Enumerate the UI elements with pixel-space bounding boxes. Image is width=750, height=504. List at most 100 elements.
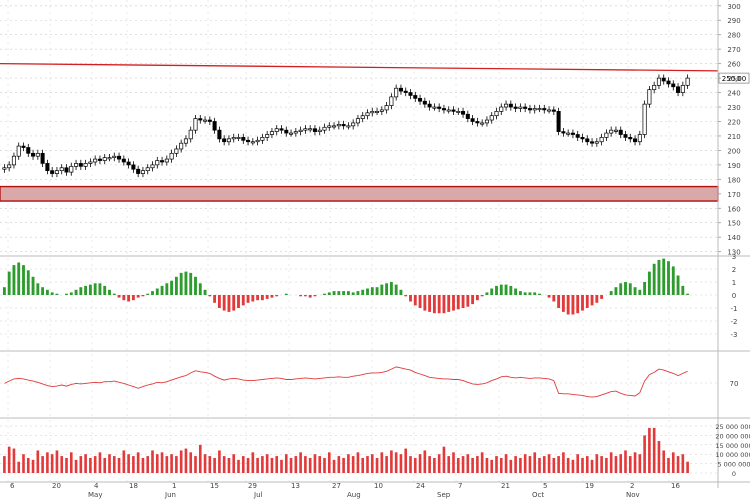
month-tick-label: Jun: [164, 491, 176, 499]
month-tick-label: Oct: [532, 491, 544, 499]
candle-body: [365, 112, 370, 117]
candle-body: [50, 170, 55, 174]
candle-body: [604, 132, 609, 138]
candle-body: [327, 125, 332, 128]
candle-body: [193, 118, 198, 131]
candle-body: [179, 142, 184, 150]
candle-body: [21, 145, 26, 148]
candle-body: [523, 106, 528, 109]
day-tick-label: 15: [210, 482, 219, 490]
price-tick-label: 270: [727, 46, 740, 54]
oscillator-tick-label: -3: [731, 331, 738, 339]
candle-body: [298, 129, 303, 132]
day-tick-label: 21: [501, 482, 510, 490]
price-tick-label: 280: [727, 32, 740, 40]
candle-body: [332, 125, 337, 128]
candle-body: [647, 89, 652, 105]
candle-body: [121, 158, 126, 163]
month-tick-label: Jul: [253, 491, 263, 499]
day-tick-label: 18: [129, 482, 138, 490]
candle-body: [570, 132, 575, 135]
candle-body: [556, 111, 561, 132]
candle-body: [317, 129, 322, 132]
oscillator-tick-label: 0: [732, 292, 736, 300]
candle-body: [475, 121, 480, 124]
candle-body: [174, 148, 179, 154]
candle-body: [504, 103, 509, 108]
candle-body: [255, 139, 260, 143]
price-tick-label: 140: [727, 234, 740, 242]
gridlines: [0, 0, 718, 482]
candle-body: [580, 137, 585, 140]
candle-body: [613, 129, 618, 132]
candle-body: [265, 134, 270, 138]
oscillator-tick-label: -1: [731, 305, 738, 313]
support-zone: [0, 185, 719, 202]
price-tick-label: 130: [727, 249, 740, 257]
day-tick-label: 16: [671, 482, 680, 490]
price-tick-label: 300: [727, 3, 740, 11]
candle-body: [527, 108, 532, 111]
candle-body: [312, 128, 317, 132]
candle-body: [246, 139, 251, 143]
oscillator-tick-label: 1: [732, 279, 736, 287]
day-tick-label: 6: [10, 482, 15, 490]
candle-body: [269, 131, 274, 135]
month-tick-label: May: [88, 491, 102, 499]
day-tick-label: 19: [585, 482, 594, 490]
candle-body: [341, 124, 346, 127]
candle-body: [217, 129, 222, 140]
candle-body: [31, 152, 36, 157]
candle-body: [461, 111, 466, 115]
candle-body: [155, 160, 160, 166]
candle-body: [394, 87, 399, 98]
candle-body: [346, 125, 351, 128]
candle-body: [207, 119, 212, 122]
last-price-label: 250,00: [722, 75, 747, 83]
candle-body: [40, 152, 45, 164]
candle-body: [499, 106, 504, 112]
candle-body: [360, 115, 365, 119]
candle-body: [456, 111, 461, 113]
day-tick-label: 7: [458, 482, 462, 490]
candle-body: [594, 141, 599, 144]
candle-body: [547, 109, 552, 112]
month-tick-label: Nov: [626, 491, 640, 499]
candle-body: [88, 161, 93, 164]
candle-body: [69, 165, 74, 173]
candle-body: [633, 138, 638, 143]
candle-body: [303, 128, 308, 131]
candle-body: [470, 118, 475, 122]
candle-body: [484, 119, 489, 124]
candle-body: [279, 128, 284, 131]
candle-body: [183, 138, 188, 144]
price-tick-label: 150: [727, 220, 740, 228]
candle-body: [26, 147, 31, 154]
candle-body: [566, 132, 571, 135]
candle-body: [78, 163, 83, 167]
candle-body: [585, 138, 590, 143]
day-tick-label: 5: [543, 482, 547, 490]
candle-body: [480, 122, 485, 125]
candle-body: [408, 92, 413, 96]
candle-body: [389, 96, 394, 106]
candle-body: [575, 134, 580, 138]
volume-tick-label: 10 000 000: [715, 451, 750, 459]
candle-body: [652, 84, 657, 91]
price-tick-label: 240: [727, 90, 740, 98]
candle-body: [489, 115, 494, 121]
candle-body: [164, 158, 169, 163]
candle-body: [322, 126, 327, 131]
candle-body: [93, 158, 98, 163]
candle-body: [260, 137, 265, 141]
candle-body: [609, 129, 614, 134]
candle-body: [169, 152, 174, 160]
candle-body: [126, 161, 131, 166]
candle-body: [136, 168, 141, 174]
candle-body: [64, 167, 69, 173]
month-tick-label: Aug: [347, 491, 361, 499]
candle-body: [308, 128, 313, 131]
oscillator-tick-label: 3: [732, 253, 736, 261]
candle-body: [45, 163, 50, 172]
